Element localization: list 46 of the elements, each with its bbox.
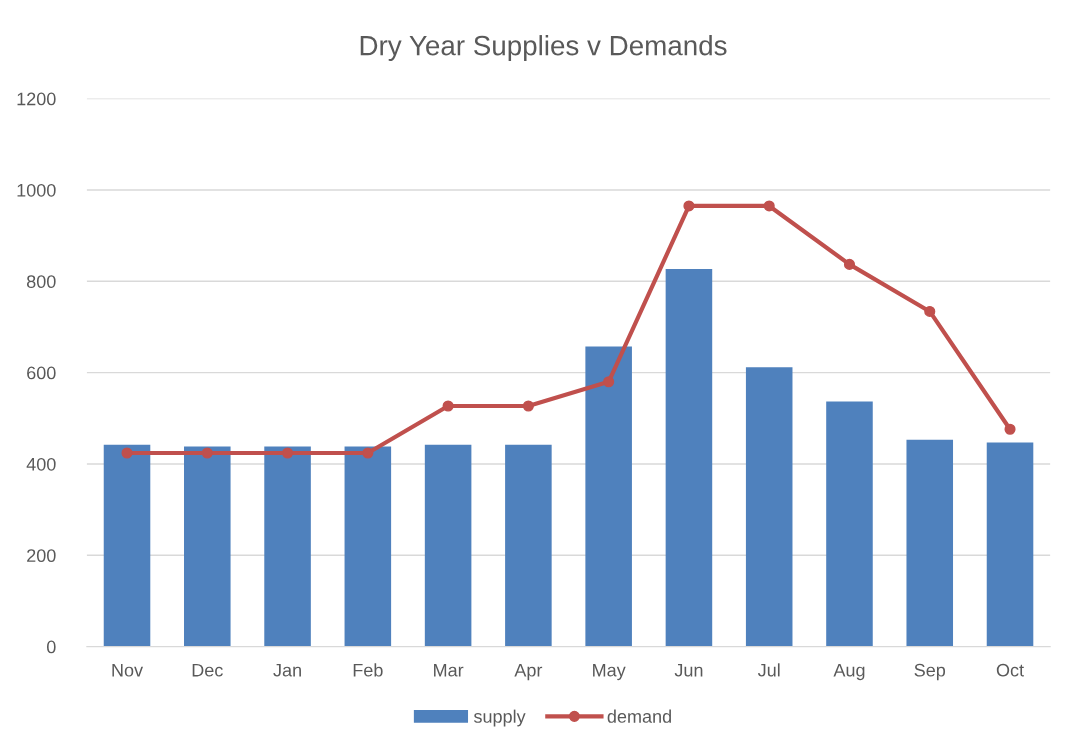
bar — [906, 439, 954, 647]
point — [121, 447, 133, 459]
point — [442, 400, 454, 412]
x-tick-label: Jun — [674, 663, 703, 677]
x-tick-label: Feb — [353, 663, 383, 677]
bar — [585, 346, 632, 647]
point — [763, 200, 775, 212]
bar — [665, 268, 713, 647]
x-tick-label: May — [593, 663, 626, 681]
y-tick-label: 600 — [27, 366, 56, 380]
bar — [986, 442, 1034, 647]
bar — [344, 446, 392, 647]
x-tick-label: Dec — [192, 663, 223, 677]
x-tick-label: Nov — [112, 663, 144, 677]
y-tick-label: 1200 — [17, 92, 56, 106]
point — [201, 447, 213, 459]
bar — [103, 444, 151, 647]
point — [843, 258, 856, 270]
x-tick-label: Jan — [273, 663, 301, 677]
bar — [184, 446, 231, 647]
point — [603, 376, 615, 388]
y-tick-label: 800 — [26, 275, 56, 289]
x-tick-label: Aug — [833, 663, 865, 681]
bar — [424, 444, 472, 647]
bar — [505, 444, 552, 647]
point — [362, 447, 374, 459]
y-tick-label: 1000 — [17, 183, 56, 197]
y-tick-label: 0 — [46, 640, 56, 654]
point — [1004, 423, 1016, 435]
point — [683, 200, 695, 212]
bar — [826, 401, 873, 647]
bar — [745, 367, 793, 647]
y-tick-label: 200 — [27, 549, 56, 563]
legend-label: supply — [473, 709, 526, 727]
x-tick-label: Jul — [757, 663, 780, 677]
point — [282, 447, 294, 459]
x-tick-label: Oct — [996, 663, 1024, 677]
bar — [264, 446, 311, 647]
chart-title: Dry Year Supplies v Demands — [360, 35, 727, 61]
point — [522, 400, 534, 412]
x-tick-label: Sep — [914, 663, 946, 681]
x-tick-label: Mar — [434, 663, 464, 677]
y-tick-label: 400 — [26, 457, 56, 471]
legend-label: demand — [607, 709, 671, 723]
x-tick-label: Apr — [514, 663, 543, 681]
point — [924, 305, 936, 317]
